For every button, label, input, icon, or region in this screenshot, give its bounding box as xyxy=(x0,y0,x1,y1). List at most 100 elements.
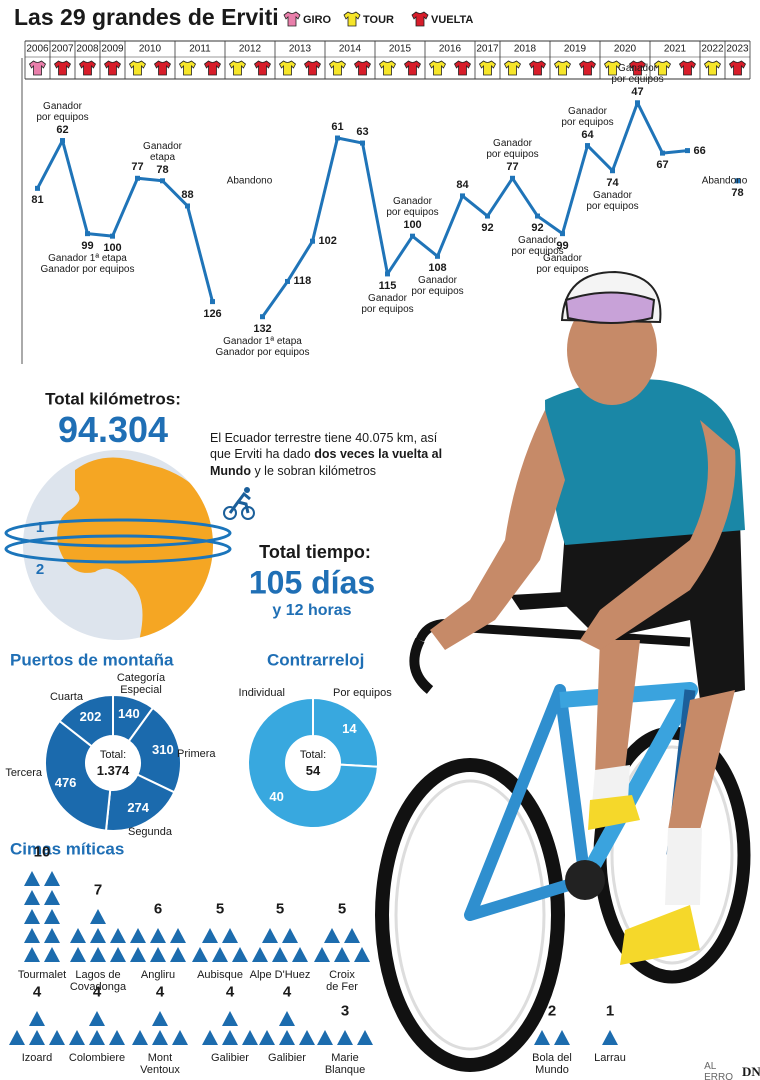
donut-total: 54 xyxy=(305,762,321,778)
mountain-icon xyxy=(110,928,126,943)
note: Ganador etapa xyxy=(143,140,182,163)
time-days: 105 días xyxy=(248,564,376,601)
mountain-icon xyxy=(232,947,248,962)
pictogram-count: 6 xyxy=(153,900,163,918)
mountain-icon xyxy=(222,1011,238,1026)
glasses xyxy=(564,291,656,324)
pictogram-count: 5 xyxy=(337,900,347,918)
value-label: 126 xyxy=(203,307,222,320)
leg-right xyxy=(668,690,735,830)
value-label: 77 xyxy=(131,161,144,174)
slice-label: Tercera xyxy=(5,766,42,779)
value-label: 92 xyxy=(481,221,494,234)
mountain-icon xyxy=(24,890,40,905)
value-label: 132 xyxy=(253,322,272,335)
mountain-icon xyxy=(212,947,228,962)
value-label: 81 xyxy=(31,194,44,207)
footer-logo: DN xyxy=(742,1063,760,1079)
year-label: 2011 xyxy=(189,43,211,55)
distance-text-part: El Ecuador terrestre tiene 40.075 km, as… xyxy=(210,431,441,462)
jersey-icon xyxy=(503,60,522,76)
value-label: 78 xyxy=(156,163,169,176)
donut-total: 1.374 xyxy=(96,762,130,778)
mountain-icon xyxy=(89,1011,105,1026)
cyclist-icon-wheel xyxy=(223,506,237,520)
jersey-icon xyxy=(153,60,172,76)
mountain-icon xyxy=(70,947,86,962)
position-marker xyxy=(360,140,365,146)
mountain-icon xyxy=(150,928,166,943)
pictogram-name: Marie Blanque xyxy=(324,1052,366,1077)
jersey-icon xyxy=(728,60,747,76)
jersey-icon xyxy=(303,60,322,76)
slice-label: Individual xyxy=(238,686,285,699)
value-label: 99 xyxy=(81,239,94,252)
mountain-icon xyxy=(44,890,60,905)
jersey-icon xyxy=(353,60,372,76)
note: Ganador por equipos xyxy=(386,196,439,219)
note: Ganador 1ª etapa Ganador por equipos xyxy=(40,252,135,275)
slice-label: Segunda xyxy=(127,825,173,838)
jersey-icon xyxy=(478,60,497,76)
position-marker xyxy=(160,178,165,184)
distance-title: Total kilómetros: xyxy=(45,389,181,409)
value-label: 77 xyxy=(506,161,519,174)
jersey-icon xyxy=(528,60,547,76)
jersey-icon xyxy=(578,60,597,76)
globe-ring xyxy=(4,518,232,548)
jersey-icon xyxy=(53,60,72,76)
position-marker xyxy=(310,238,315,244)
mountain-icon xyxy=(272,947,288,962)
mountain-icon xyxy=(344,928,360,943)
donut-slice xyxy=(127,706,182,794)
mountain-icon xyxy=(70,928,86,943)
mountain-icon xyxy=(170,947,186,962)
value-label: 99 xyxy=(556,239,569,252)
slice-value: 274 xyxy=(127,799,150,815)
slice-label: Categoría Especial xyxy=(116,671,166,696)
mountain-icon xyxy=(44,871,60,886)
globe xyxy=(4,450,255,640)
year-label: 2021 xyxy=(663,43,687,55)
donut-slice xyxy=(44,719,112,832)
position-marker xyxy=(410,233,415,239)
note: Abandono xyxy=(701,175,748,187)
mountain-icon xyxy=(152,1030,168,1045)
pictogram-count: 4 xyxy=(92,983,102,1001)
mountain-icon xyxy=(282,928,298,943)
pictogram-count: 10 xyxy=(33,843,51,861)
position-marker xyxy=(335,135,340,141)
value-label: 108 xyxy=(428,262,447,275)
mountain-icon xyxy=(292,947,308,962)
mountain-icon xyxy=(554,1030,570,1045)
jersey-icon xyxy=(343,11,361,27)
distance-text: El Ecuador terrestre tiene 40.075 km, as… xyxy=(210,430,445,479)
note: Ganador por equipos xyxy=(586,189,639,212)
cyclist-icon-head xyxy=(244,487,250,493)
position-marker xyxy=(685,148,690,154)
distance-value: 94.304 xyxy=(57,409,169,451)
slice-value: 14 xyxy=(342,720,357,736)
mountain-icon xyxy=(222,928,238,943)
leg-left xyxy=(595,640,640,775)
legend-label: GIRO xyxy=(303,13,332,26)
mountain-icon xyxy=(109,1030,125,1045)
note: Ganador por equipos xyxy=(611,62,664,85)
jersey-icon xyxy=(703,60,722,76)
slice-value: 40 xyxy=(269,789,284,805)
mountain-icon xyxy=(150,947,166,962)
pictogram-count: 2 xyxy=(547,1002,557,1020)
jersey-icon xyxy=(403,60,422,76)
jersey-icon xyxy=(453,60,472,76)
slice-label: Cuarta xyxy=(49,690,83,703)
cyclist-icon-body xyxy=(228,491,251,514)
slice-label: Primera xyxy=(177,747,216,760)
pictogram-title: Cimas míticas xyxy=(10,839,125,859)
mountain-icon xyxy=(602,1030,618,1045)
legend-label: VUELTA xyxy=(431,13,474,26)
position-marker xyxy=(735,178,740,184)
mountain-icon xyxy=(314,947,330,962)
distance-text-part: y le sobran kilómetros xyxy=(250,463,377,478)
value-label: 92 xyxy=(531,221,544,234)
